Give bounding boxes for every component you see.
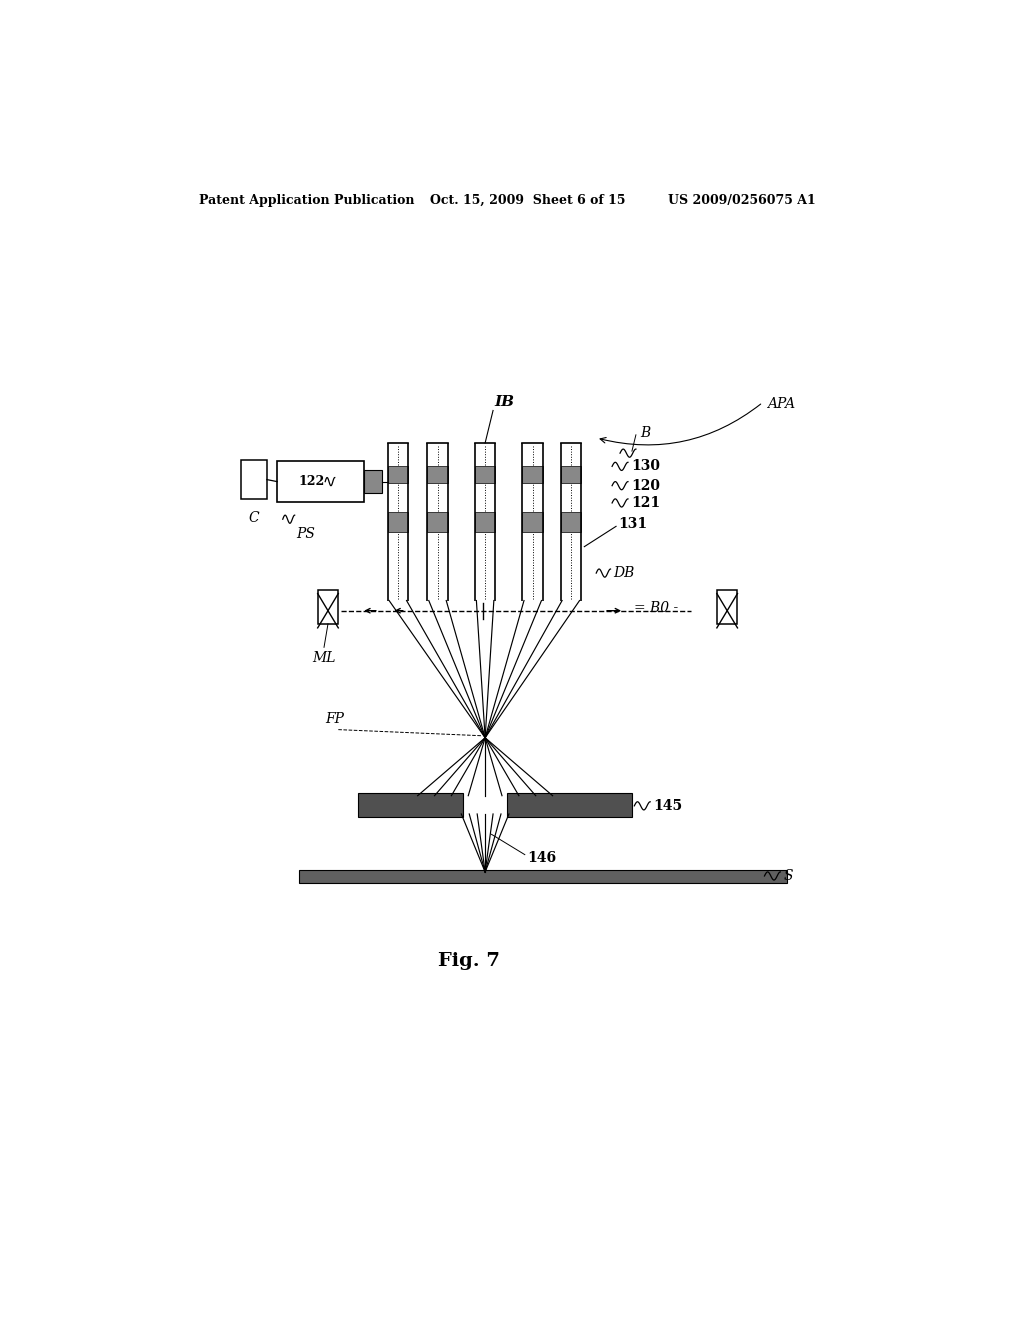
Bar — [475, 466, 496, 483]
Bar — [299, 870, 786, 883]
Text: ML: ML — [312, 651, 336, 665]
Bar — [427, 512, 447, 532]
Bar — [560, 512, 582, 532]
Bar — [522, 512, 543, 532]
Text: C: C — [249, 511, 259, 525]
Text: Oct. 15, 2009  Sheet 6 of 15: Oct. 15, 2009 Sheet 6 of 15 — [430, 194, 625, 207]
Text: 121: 121 — [631, 496, 660, 510]
Bar — [507, 792, 632, 817]
Bar — [560, 466, 582, 483]
Bar — [387, 466, 409, 483]
Bar — [475, 512, 496, 532]
Bar — [317, 590, 338, 624]
Text: FP: FP — [325, 711, 344, 726]
Text: 122: 122 — [299, 475, 326, 488]
Text: 120: 120 — [631, 479, 660, 492]
Text: 131: 131 — [618, 517, 647, 532]
Bar — [427, 466, 447, 483]
Text: = B0 -: = B0 - — [634, 601, 679, 615]
Bar — [387, 512, 409, 532]
Bar — [242, 461, 267, 499]
Text: APA: APA — [767, 397, 795, 412]
Text: S: S — [783, 869, 793, 883]
Text: DB: DB — [613, 566, 635, 579]
Text: 146: 146 — [527, 850, 556, 865]
Text: 145: 145 — [653, 799, 682, 813]
Text: 130: 130 — [631, 459, 660, 474]
Bar — [365, 470, 382, 492]
Text: PS: PS — [296, 528, 315, 541]
Text: Patent Application Publication: Patent Application Publication — [200, 194, 415, 207]
Text: Fig. 7: Fig. 7 — [438, 952, 500, 970]
Bar — [522, 466, 543, 483]
Bar — [278, 461, 365, 502]
Text: US 2009/0256075 A1: US 2009/0256075 A1 — [668, 194, 815, 207]
Bar — [358, 792, 463, 817]
Bar — [717, 590, 737, 624]
Text: B: B — [640, 426, 650, 440]
Text: IB: IB — [495, 396, 515, 409]
